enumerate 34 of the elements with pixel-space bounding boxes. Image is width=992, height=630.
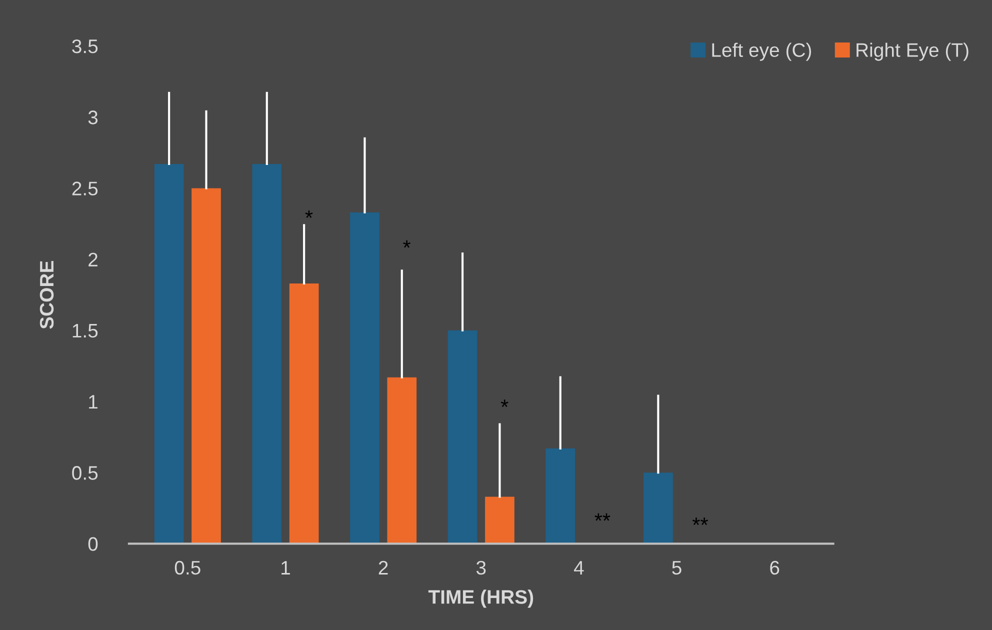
y-tick-label: 0 xyxy=(88,537,98,551)
x-tick-label: 3 xyxy=(476,560,486,575)
bar xyxy=(448,330,478,544)
y-tick-label: 1 xyxy=(89,395,98,409)
y-tick-label: 3.5 xyxy=(72,39,98,54)
x-tick-label: 2 xyxy=(378,560,388,574)
x-tick-label: 0.5 xyxy=(174,560,200,575)
bar xyxy=(154,164,184,544)
bar xyxy=(252,164,282,544)
bar xyxy=(546,448,576,544)
x-tick-label: 5 xyxy=(672,561,682,575)
bar xyxy=(485,496,514,544)
annotation: * xyxy=(403,240,411,248)
bar xyxy=(644,472,673,544)
y-tick-label: 2.5 xyxy=(72,182,98,196)
x-tick-label: 4 xyxy=(574,561,584,574)
legend-label: Left eye (C) xyxy=(712,42,812,61)
bar xyxy=(192,188,221,544)
annotation: ** xyxy=(692,518,708,525)
bar xyxy=(350,212,380,544)
legend-label: Right Eye (T) xyxy=(856,42,968,61)
annotation: ** xyxy=(594,513,610,521)
x-tick-label: 6 xyxy=(770,560,780,575)
bar xyxy=(289,283,319,544)
y-axis-title: SCORE xyxy=(40,261,54,329)
annotation: * xyxy=(305,210,313,218)
y-tick-label: 0.5 xyxy=(72,466,98,480)
x-tick-label: 1 xyxy=(282,561,290,574)
bar xyxy=(387,377,417,544)
y-tick-label: 3 xyxy=(88,110,98,124)
x-axis-title: TIME (HRS) xyxy=(428,590,534,608)
y-tick-label: 2 xyxy=(88,252,98,266)
y-tick-label: 1.5 xyxy=(72,324,98,338)
annotation: * xyxy=(500,400,508,407)
